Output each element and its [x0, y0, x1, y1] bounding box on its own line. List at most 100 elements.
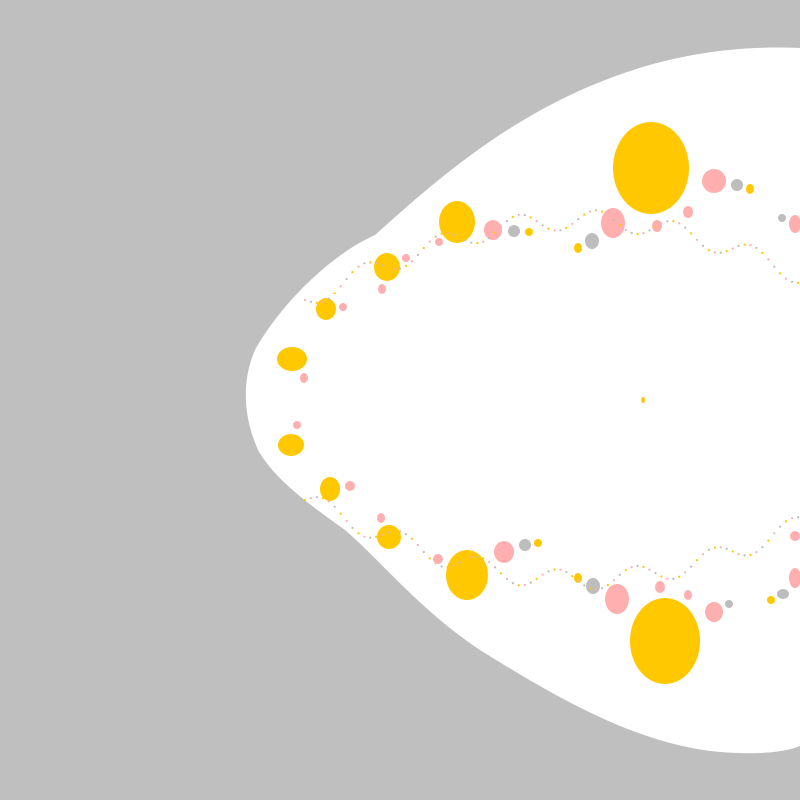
boundary-dust	[464, 239, 467, 242]
bulb-pink-21	[435, 238, 443, 246]
boundary-dust	[707, 249, 711, 252]
boundary-dust	[375, 535, 378, 538]
boundary-dust	[476, 242, 479, 245]
boundary-dust	[600, 210, 604, 213]
boundary-dust	[470, 241, 473, 244]
boundary-dust	[690, 232, 693, 235]
bulb-pink-3	[484, 220, 502, 240]
boundary-dust	[309, 300, 312, 303]
boundary-dust	[452, 233, 455, 236]
boundary-dust	[541, 573, 544, 576]
boundary-dust	[422, 246, 425, 250]
boundary-dust	[642, 565, 645, 569]
bulb-gold-top-small	[374, 253, 400, 281]
bulb-grey-6	[725, 600, 733, 608]
boundary-dust	[583, 584, 586, 587]
boundary-dust	[577, 579, 580, 583]
boundary-dust	[606, 584, 610, 587]
boundary-dust	[470, 556, 473, 559]
boundary-dust	[779, 525, 782, 528]
bulb-gold-top-large	[613, 122, 689, 214]
boundary-dust	[523, 214, 526, 217]
boundary-dust	[505, 220, 509, 223]
bulb-pink-11	[655, 581, 665, 593]
boundary-dust	[547, 570, 550, 573]
boundary-dust	[684, 571, 687, 574]
boundary-dust	[618, 573, 621, 577]
boundary-dust	[701, 244, 705, 247]
boundary-dust	[731, 247, 734, 250]
boundary-dust	[416, 544, 419, 547]
bulb-pink-7	[789, 215, 800, 233]
boundary-dust	[767, 258, 770, 261]
bulb-pink-9	[683, 206, 693, 218]
boundary-dust	[428, 557, 431, 560]
boundary-dust	[565, 571, 568, 574]
boundary-dust	[553, 229, 556, 232]
boundary-dust	[398, 530, 402, 533]
boundary-dust	[672, 220, 675, 223]
bulb-pink-19	[377, 513, 385, 523]
boundary-dust	[701, 553, 705, 556]
boundary-dust	[796, 516, 800, 519]
boundary-dust	[321, 300, 324, 303]
boundary-dust	[600, 587, 604, 590]
boundary-dust	[452, 564, 455, 567]
boundary-dust	[351, 271, 354, 274]
bulb-pink-8	[789, 568, 800, 588]
boundary-dust	[458, 236, 461, 239]
boundary-dust	[511, 582, 514, 585]
boundary-dust	[387, 266, 390, 269]
boundary-dust	[636, 564, 639, 568]
boundary-dust	[612, 579, 616, 582]
boundary-dust	[351, 526, 354, 530]
boundary-dust	[381, 264, 384, 267]
boundary-dust	[713, 251, 717, 254]
boundary-dust	[737, 244, 740, 248]
boundary-dust	[499, 572, 503, 575]
boundary-dust	[345, 277, 348, 281]
boundary-dust	[589, 210, 592, 213]
boundary-dust	[511, 215, 514, 218]
boundary-dust	[767, 539, 770, 542]
boundary-dust	[440, 232, 443, 235]
boundary-dust	[755, 551, 758, 554]
bulb-gold-bottom-mid	[446, 550, 488, 600]
boundary-dust	[761, 546, 764, 549]
boundary-dust	[446, 565, 449, 568]
boundary-dust	[357, 532, 360, 535]
boundary-dust	[416, 253, 419, 256]
boundary-dust	[369, 536, 372, 539]
boundary-dust	[541, 224, 544, 227]
bulb-grey-3	[508, 225, 520, 237]
bulb-grey-4	[519, 539, 531, 551]
boundary-dust	[387, 531, 390, 534]
boundary-dust	[494, 231, 497, 234]
bulb-gold-top-mid	[439, 201, 475, 243]
boundary-dust	[422, 550, 425, 554]
boundary-dust	[357, 265, 360, 268]
boundary-dust	[660, 575, 663, 578]
bulb-gold-tiny-1	[746, 184, 754, 194]
boundary-dust	[333, 292, 336, 295]
bulb-pink-18	[345, 481, 355, 491]
bulb-gold-bottom-small	[377, 525, 401, 549]
boundary-dust	[666, 577, 669, 580]
boundary-dust	[606, 213, 610, 216]
boundary-dust	[499, 225, 503, 228]
boundary-dust	[559, 568, 562, 571]
boundary-dust	[309, 497, 312, 500]
bulb-gold-center-dot	[641, 397, 645, 403]
boundary-dust	[404, 264, 408, 267]
bulb-gold-left-lower	[320, 477, 340, 501]
boundary-dust	[404, 533, 408, 536]
boundary-dust	[410, 537, 413, 540]
bulb-pink-1	[702, 169, 726, 193]
boundary-dust	[791, 280, 794, 283]
boundary-dust	[535, 220, 538, 223]
boundary-dust	[612, 218, 616, 221]
boundary-dust	[315, 496, 318, 499]
bulb-gold-left-lower-2	[278, 434, 304, 456]
bulb-pink-16	[300, 373, 308, 383]
boundary-dust	[476, 555, 479, 559]
